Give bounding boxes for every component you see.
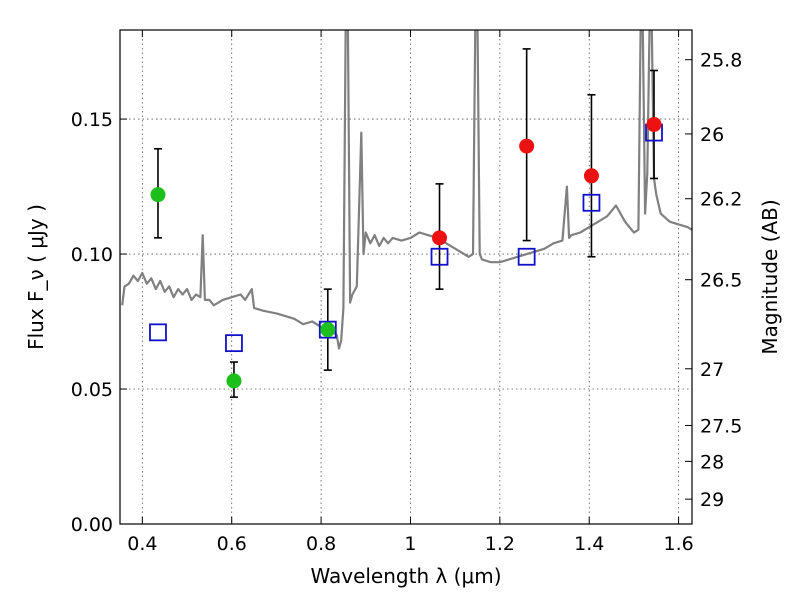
right-tick-label: 26.5 [700,270,742,292]
red-data-point [432,230,448,246]
y-axis-label: Flux F_ν ( μJy ) [24,204,48,350]
model-square [149,323,167,342]
right-tick-label: 26.2 [700,189,742,211]
right-axis-label: Magnitude (AB) [758,199,782,354]
x-tick-label: 0.8 [306,533,336,555]
right-tick-label: 26 [700,124,724,146]
x-tick-label: 1.4 [574,533,604,555]
y-tick-label: 0.10 [71,244,113,266]
x-axis-label: Wavelength λ (μm) [310,564,501,588]
axes-frame [119,29,693,525]
right-tick-label: 29 [700,489,724,511]
model-square [517,247,536,266]
y-tick-label: 0.05 [71,379,113,401]
green-data-point [226,373,242,389]
red-data-point [583,168,599,184]
spectrum-line [121,30,692,350]
right-tick-label: 27 [700,359,724,381]
x-tick-label: 1 [404,533,416,555]
model-square [318,320,337,339]
green-data-point [320,322,336,338]
green-data-point [150,187,166,203]
model-square [430,247,449,266]
model-square [225,334,243,353]
red-data-point [519,138,535,154]
plot-area [121,30,692,398]
model-square [582,193,601,212]
right-tick-label: 27.5 [700,415,742,437]
grid-lines [120,30,692,524]
x-tick-label: 1.2 [485,533,515,555]
x-tick-label: 0.6 [217,533,247,555]
y-tick-label: 0.15 [71,109,113,131]
x-tick-label: 1.6 [663,533,693,555]
red-data-point [646,116,662,132]
axis-ticks: 0.4 0.6 0.8 1 1.2 1.4 1.6 0.00 0.05 0.10 0.15 25.8 2… [71,30,742,555]
right-tick-label: 28 [700,451,724,473]
x-tick-label: 0.4 [127,533,157,555]
y-tick-label: 0.00 [71,514,113,536]
right-tick-label: 25.8 [700,50,742,72]
